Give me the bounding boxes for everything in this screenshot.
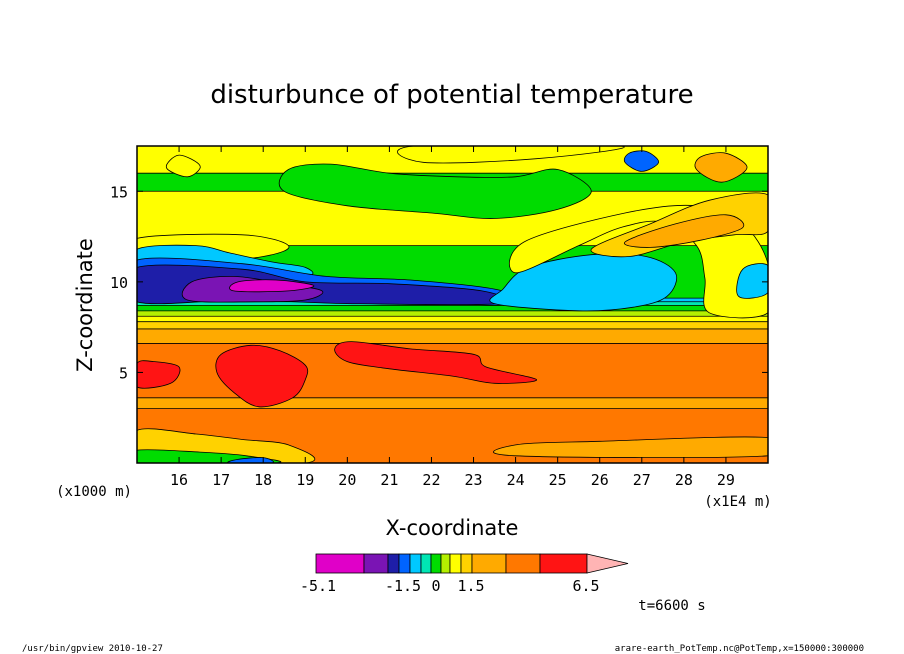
colorbar-label-2: 0 (431, 577, 440, 595)
x-tick-label-17: 17 (212, 471, 230, 489)
colorbar-swatch-1 (363, 553, 389, 574)
top-yellow-right (397, 146, 625, 164)
upper-orange-core (623, 214, 745, 248)
x-axis: 16 17 18 19 20 21 22 23 24 25 26 27 28 29 (170, 146, 735, 489)
time-label: t=6600 s (638, 598, 705, 614)
contour-band-7 (137, 305, 768, 311)
colorbar-swatch-6 (430, 553, 442, 574)
warm-core-east (334, 341, 538, 384)
x-tick-label-26: 26 (591, 471, 609, 489)
colorbar-swatch-12 (539, 553, 588, 574)
colorbar-swatch-9 (460, 553, 473, 574)
y-unit-label: (x1000 m) (56, 484, 132, 500)
x-tick-label-25: 25 (549, 471, 567, 489)
footer-left: /usr/bin/gpview 2010-10-27 (22, 644, 163, 654)
colorbar-swatch-0 (315, 553, 365, 574)
colorbar-swatch-10 (471, 553, 507, 574)
x-tick-label-20: 20 (338, 471, 356, 489)
contour-band-4 (137, 321, 768, 329)
y-tick-label-10: 10 (110, 274, 128, 292)
warm-core-left (137, 360, 181, 389)
x-unit-label: (x1E4 m) (704, 494, 771, 510)
colorbar-swatch-11 (505, 553, 541, 574)
top-orange-blob (694, 152, 748, 183)
top-green-patch (278, 163, 592, 219)
footer-right: arare-earth_PotTemp.nc@PotTemp,x=150000:… (615, 644, 864, 654)
y-tick-label-5: 5 (119, 364, 128, 382)
x-tick-label-19: 19 (296, 471, 314, 489)
y-axis: 5 10 15 (110, 183, 768, 382)
plot-frame (136, 145, 769, 464)
contour-band-6 (137, 310, 768, 317)
plot-area (137, 146, 768, 463)
contour-band-3 (137, 328, 768, 344)
x-axis-label: X-coordinate (386, 516, 519, 540)
colorbar-label-0: -5.1 (300, 577, 336, 595)
colorbar (315, 553, 629, 574)
x-tick-label-18: 18 (254, 471, 272, 489)
magenta-core (229, 279, 315, 293)
colorbar-label-1: -1.5 (385, 577, 421, 595)
upper-cyan-east (489, 253, 678, 312)
contour-band-1 (137, 397, 768, 409)
colorbar-swatch-7 (440, 553, 451, 574)
contour-regions (137, 146, 768, 463)
y-tick-label-15: 15 (110, 183, 128, 201)
colorbar-swatch-2 (387, 553, 400, 574)
colorbar-labels: -5.1 -1.5 0 1.5 6.5 (300, 577, 600, 595)
upper-cyan-far-east (736, 263, 768, 299)
x-tick-label-22: 22 (422, 471, 440, 489)
colorbar-label-4: 6.5 (572, 577, 599, 595)
x-tick-label-24: 24 (507, 471, 525, 489)
y-axis-label: Z-coordinate (73, 238, 97, 372)
colorbar-swatch-3 (398, 553, 411, 574)
x-tick-label-23: 23 (465, 471, 483, 489)
top-yellow-left (165, 154, 201, 178)
x-tick-label-27: 27 (633, 471, 651, 489)
colorbar-swatch-8 (449, 553, 462, 574)
colorbar-swatch-4 (409, 553, 422, 574)
warm-core-center (215, 344, 309, 408)
colorbar-arrow (586, 553, 629, 574)
colorbar-swatch-5 (420, 553, 432, 574)
x-tick-label-21: 21 (380, 471, 398, 489)
chart-title: disturbunce of potential temperature (210, 80, 693, 110)
colorbar-label-3: 1.5 (457, 577, 484, 595)
top-blue-blob (623, 150, 659, 172)
surface-orange-right (492, 436, 768, 459)
x-tick-label-29: 29 (717, 471, 735, 489)
x-tick-label-16: 16 (170, 471, 188, 489)
x-tick-label-28: 28 (675, 471, 693, 489)
contour-band-5 (137, 316, 768, 322)
